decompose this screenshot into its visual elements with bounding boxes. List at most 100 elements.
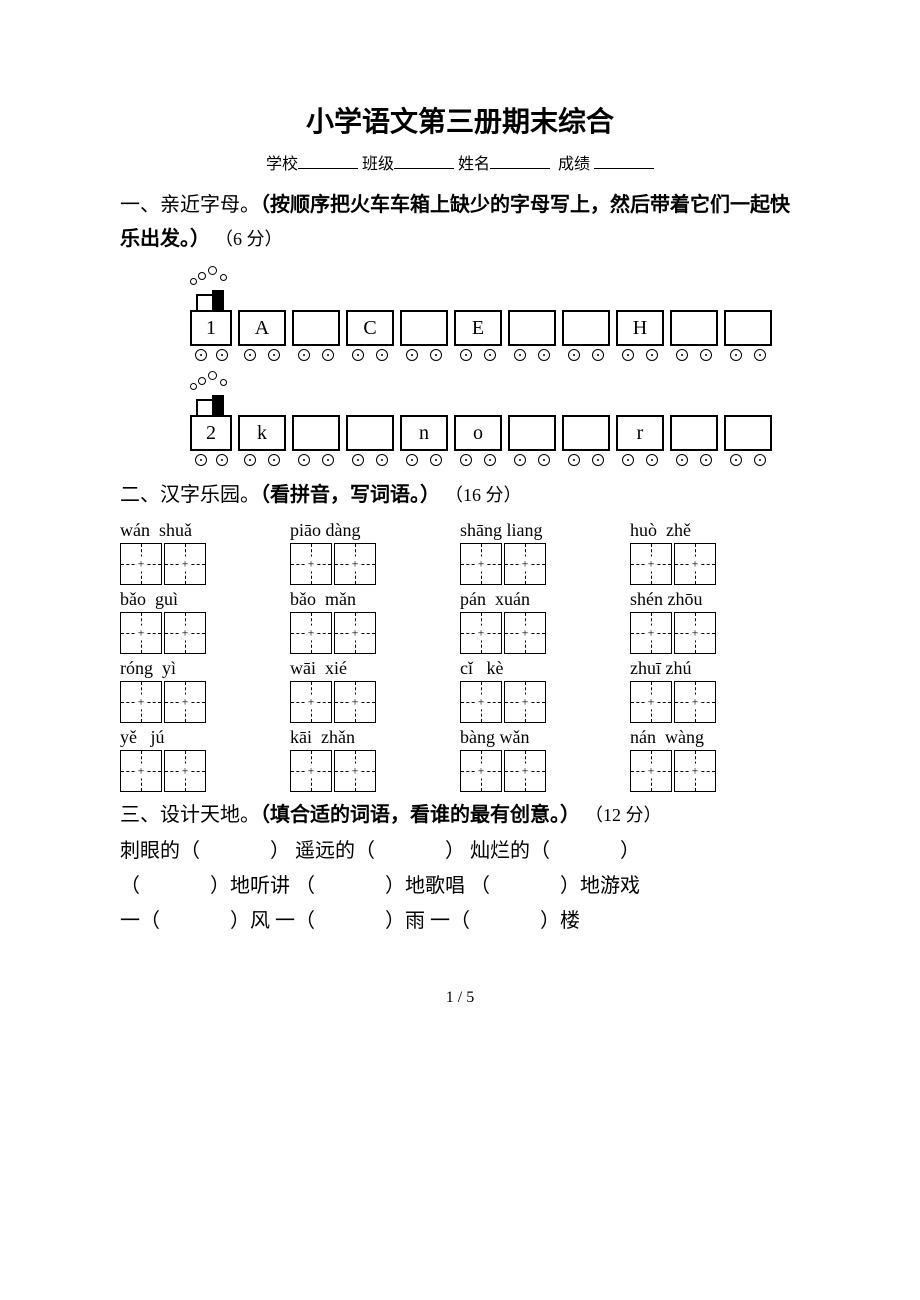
train-car[interactable] bbox=[670, 415, 718, 451]
fill-text-segment: ）楼 bbox=[540, 910, 580, 932]
char-input-box[interactable]: + bbox=[120, 750, 162, 792]
pinyin-word-group: bàng wǎn++ bbox=[460, 727, 600, 792]
char-input-box[interactable]: + bbox=[334, 681, 376, 723]
blank-name[interactable] bbox=[490, 152, 550, 169]
char-input-box[interactable]: + bbox=[460, 681, 502, 723]
char-input-box[interactable]: + bbox=[630, 750, 672, 792]
fill-text-segment: ） 遥远的（ bbox=[270, 840, 375, 862]
char-input-box[interactable]: + bbox=[674, 750, 716, 792]
section3-points: （12 分） bbox=[585, 805, 662, 825]
char-input-box[interactable]: + bbox=[120, 681, 162, 723]
train-car[interactable] bbox=[292, 415, 340, 451]
char-input-box[interactable]: + bbox=[674, 612, 716, 654]
blank-school[interactable] bbox=[298, 152, 358, 169]
label-name: 姓名 bbox=[458, 156, 490, 173]
char-input-box[interactable]: + bbox=[630, 543, 672, 585]
char-input-box[interactable]: + bbox=[334, 612, 376, 654]
section1-label: 一、亲近字母。 bbox=[120, 194, 260, 216]
section1-heading: 一、亲近字母。（按顺序把火车车箱上缺少的字母写上，然后带着它们一起快乐出发。） … bbox=[120, 188, 800, 256]
fill-text-segment: ）雨 一（ bbox=[385, 910, 470, 932]
char-input-box[interactable]: + bbox=[504, 612, 546, 654]
char-input-box[interactable]: + bbox=[290, 612, 332, 654]
section3-fill-lines: 刺眼的（） 遥远的（） 灿烂的（）（）地听讲 （）地歌唱 （）地游戏一（）风 一… bbox=[120, 834, 800, 939]
train-car[interactable] bbox=[508, 310, 556, 346]
train-car[interactable] bbox=[292, 310, 340, 346]
char-input-box[interactable]: + bbox=[164, 681, 206, 723]
char-input-box[interactable]: + bbox=[120, 612, 162, 654]
pinyin-word-group: pán xuán++ bbox=[460, 589, 600, 654]
pinyin-word-group: cǐ kè++ bbox=[460, 658, 600, 723]
blank-score[interactable] bbox=[594, 152, 654, 169]
char-input-box[interactable]: + bbox=[630, 612, 672, 654]
pinyin-word-group: róng yì++ bbox=[120, 658, 260, 723]
pinyin-text: piāo dàng bbox=[290, 520, 430, 541]
pinyin-text: pán xuán bbox=[460, 589, 600, 610]
pinyin-word-group: yě jú++ bbox=[120, 727, 260, 792]
train-car[interactable] bbox=[562, 415, 610, 451]
char-input-box[interactable]: + bbox=[504, 750, 546, 792]
char-input-box[interactable]: + bbox=[504, 543, 546, 585]
fill-text-segment: ） 灿烂的（ bbox=[445, 840, 550, 862]
section2-instruction: （看拼音，写词语。） bbox=[260, 484, 440, 506]
char-boxes: ++ bbox=[120, 543, 260, 585]
train-car[interactable] bbox=[670, 310, 718, 346]
fill-text-segment: （ bbox=[120, 875, 140, 897]
pinyin-word-group: zhuī zhú++ bbox=[630, 658, 770, 723]
char-input-box[interactable]: + bbox=[460, 612, 502, 654]
char-boxes: ++ bbox=[630, 543, 770, 585]
char-input-box[interactable]: + bbox=[460, 750, 502, 792]
char-boxes: ++ bbox=[120, 750, 260, 792]
train-car[interactable] bbox=[346, 415, 394, 451]
pinyin-word-group: huò zhě++ bbox=[630, 520, 770, 585]
train-cars: 1ACEH bbox=[190, 310, 800, 346]
train-car[interactable] bbox=[562, 310, 610, 346]
char-input-box[interactable]: + bbox=[334, 750, 376, 792]
blank-class[interactable] bbox=[394, 152, 454, 169]
pinyin-word-group: wāi xié++ bbox=[290, 658, 430, 723]
pinyin-row: róng yì++wāi xié++cǐ kè++zhuī zhú++ bbox=[120, 658, 800, 723]
wheels-row bbox=[190, 454, 800, 466]
char-input-box[interactable]: + bbox=[290, 750, 332, 792]
pinyin-text: róng yì bbox=[120, 658, 260, 679]
fill-line: 一（）风 一（）雨 一（）楼 bbox=[120, 904, 800, 939]
char-input-box[interactable]: + bbox=[290, 543, 332, 585]
char-input-box[interactable]: + bbox=[674, 543, 716, 585]
fill-line: （）地听讲 （）地歌唱 （）地游戏 bbox=[120, 869, 800, 904]
label-score: 成绩 bbox=[558, 156, 590, 173]
train-car[interactable] bbox=[400, 310, 448, 346]
label-school: 学校 bbox=[266, 156, 298, 173]
fill-text-segment: ）风 一（ bbox=[230, 910, 315, 932]
train-1: 1ACEH bbox=[190, 264, 800, 361]
train-car: r bbox=[616, 415, 664, 451]
char-input-box[interactable]: + bbox=[630, 681, 672, 723]
worksheet-page: 小学语文第三册期末综合 学校 班级 姓名 成绩 一、亲近字母。（按顺序把火车车箱… bbox=[0, 0, 920, 1057]
char-boxes: ++ bbox=[120, 612, 260, 654]
char-boxes: ++ bbox=[290, 750, 430, 792]
char-input-box[interactable]: + bbox=[460, 543, 502, 585]
pinyin-row: wán shuǎ++piāo dàng++shāng liang++huò zh… bbox=[120, 520, 800, 585]
char-input-box[interactable]: + bbox=[164, 612, 206, 654]
train-car[interactable] bbox=[724, 415, 772, 451]
char-boxes: ++ bbox=[290, 543, 430, 585]
train-car: o bbox=[454, 415, 502, 451]
char-input-box[interactable]: + bbox=[334, 543, 376, 585]
section3-label: 三、设计天地。 bbox=[120, 804, 260, 826]
char-input-box[interactable]: + bbox=[674, 681, 716, 723]
char-input-box[interactable]: + bbox=[290, 681, 332, 723]
section3-heading: 三、设计天地。（填合适的词语，看谁的最有创意。） （12 分） bbox=[120, 798, 800, 832]
fill-text-segment: ）地听讲 （ bbox=[210, 875, 315, 897]
fill-line: 刺眼的（） 遥远的（） 灿烂的（） bbox=[120, 834, 800, 869]
engine-cab-icon bbox=[190, 288, 800, 310]
char-input-box[interactable]: + bbox=[164, 750, 206, 792]
char-boxes: ++ bbox=[290, 612, 430, 654]
smoke-icon bbox=[190, 264, 800, 288]
char-input-box[interactable]: + bbox=[164, 543, 206, 585]
pinyin-row: yě jú++kāi zhǎn++bàng wǎn++nán wàng++ bbox=[120, 727, 800, 792]
char-input-box[interactable]: + bbox=[504, 681, 546, 723]
label-class: 班级 bbox=[362, 156, 394, 173]
train-car[interactable] bbox=[508, 415, 556, 451]
train-car[interactable] bbox=[724, 310, 772, 346]
char-input-box[interactable]: + bbox=[120, 543, 162, 585]
pinyin-text: bàng wǎn bbox=[460, 727, 600, 748]
pinyin-text: cǐ kè bbox=[460, 658, 600, 679]
